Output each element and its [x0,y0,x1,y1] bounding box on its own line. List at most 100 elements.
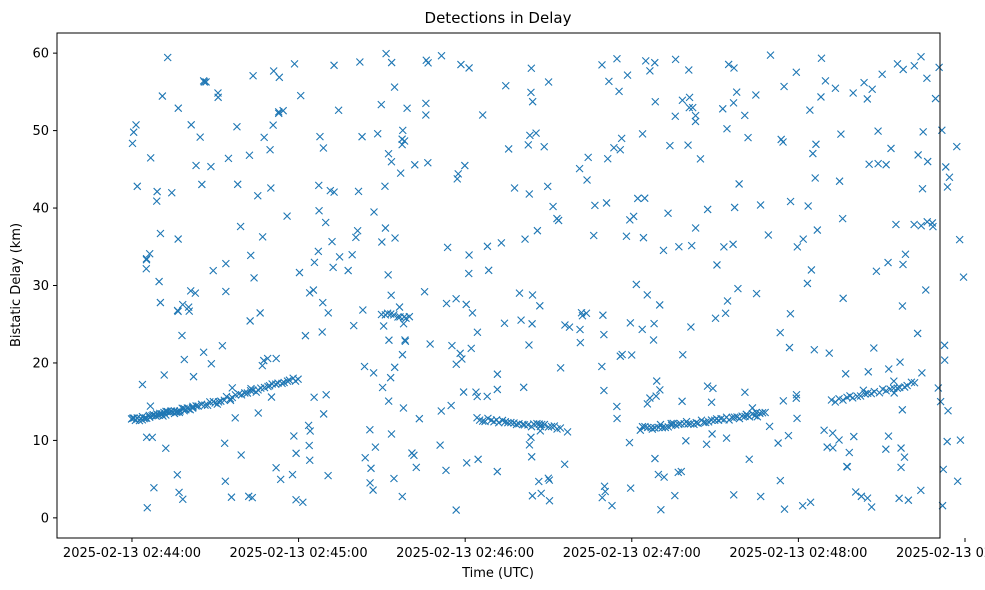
detection-point [874,159,883,168]
detection-point [901,250,910,259]
detection-point [678,397,686,406]
detection-point [703,205,712,214]
detection-point [152,197,161,205]
detection-point [467,344,476,353]
detection-point [500,319,509,328]
detection-point [391,234,399,242]
detection-point [534,477,543,486]
detection-point [454,170,463,178]
detection-point [245,151,254,160]
detection-point [394,313,402,321]
detection-point [928,219,937,227]
detection-point [484,266,493,275]
detection-point [636,426,645,435]
detection-point [400,137,409,145]
detection-point [384,397,393,406]
detection-point [202,78,210,86]
detection-point [735,180,744,188]
detection-point [178,331,186,340]
detection-point [528,319,536,328]
detection-point [285,376,294,385]
detection-point [269,67,278,75]
detection-point [478,111,487,119]
detection-point [556,424,565,432]
detection-point [729,240,737,249]
detection-point [528,491,537,500]
detection-point [691,111,700,120]
detection-point [478,417,487,426]
detection-point [884,258,892,267]
detection-point [723,297,732,305]
detection-point [143,503,152,512]
detection-point [638,325,647,334]
detection-point [651,97,660,106]
detection-point [903,381,911,390]
x-axis-ticks: 2025-02-13 02:44:00 2025-02-13 02:45:00 20… [63,538,985,561]
detection-point [792,394,801,403]
detection-point [525,341,533,349]
detection-point [214,398,223,406]
detection-point [813,226,822,234]
detection-point [398,492,407,501]
detection-point [602,199,611,207]
detection-point [335,253,344,261]
detection-point [324,471,332,480]
detection-point [237,451,246,459]
y-axis-ticks: 0 10 20 30 40 50 60 [32,47,57,526]
detection-point [457,60,465,69]
detection-point [510,184,519,192]
detection-point [841,369,850,378]
detection-point [667,419,676,428]
detection-point [643,290,652,299]
detection-point [863,494,872,503]
detection-point [301,331,310,340]
detection-point [904,496,913,505]
detection-point [436,441,445,450]
detection-point [156,229,165,238]
detection-point [192,161,200,170]
detection-point [939,465,948,474]
detection-point [175,488,183,497]
detection-point [128,139,137,148]
detection-point [667,421,676,430]
x-tick-label: 2025-02-13 02:49:00 [896,546,985,561]
detection-point [310,393,319,402]
detection-point [314,181,323,190]
x-tick-label: 2025-02-13 02:48:00 [729,546,867,561]
detection-point [793,243,802,251]
y-tick-label: 10 [32,434,49,449]
detection-point [874,127,882,135]
detection-point [884,432,893,441]
detection-point [543,182,552,191]
detection-point [138,380,147,389]
detection-point [599,311,607,320]
detection-point [221,477,230,486]
detection-point [529,420,538,428]
detection-point [259,356,268,365]
detection-point [294,375,302,384]
detection-point [220,396,229,405]
detection-point [701,418,710,427]
detection-point [314,247,323,256]
detection-point [613,414,621,423]
detection-point [524,140,533,149]
detection-point [666,141,674,150]
detection-point [316,132,324,141]
detection-point [831,84,840,93]
detection-point [643,399,652,408]
detection-point [207,359,216,368]
detection-point [803,279,812,288]
detection-point [535,301,544,310]
detection-point [709,384,717,393]
detection-point [258,232,267,241]
detection-point [209,266,218,275]
detection-point [220,439,229,448]
detection-point [260,133,269,142]
detection-point [661,423,670,432]
detection-point [258,361,267,370]
detection-point [533,226,542,235]
detection-point [599,330,608,339]
detection-point [401,337,410,346]
detection-point [493,467,502,476]
detection-point [399,404,408,412]
